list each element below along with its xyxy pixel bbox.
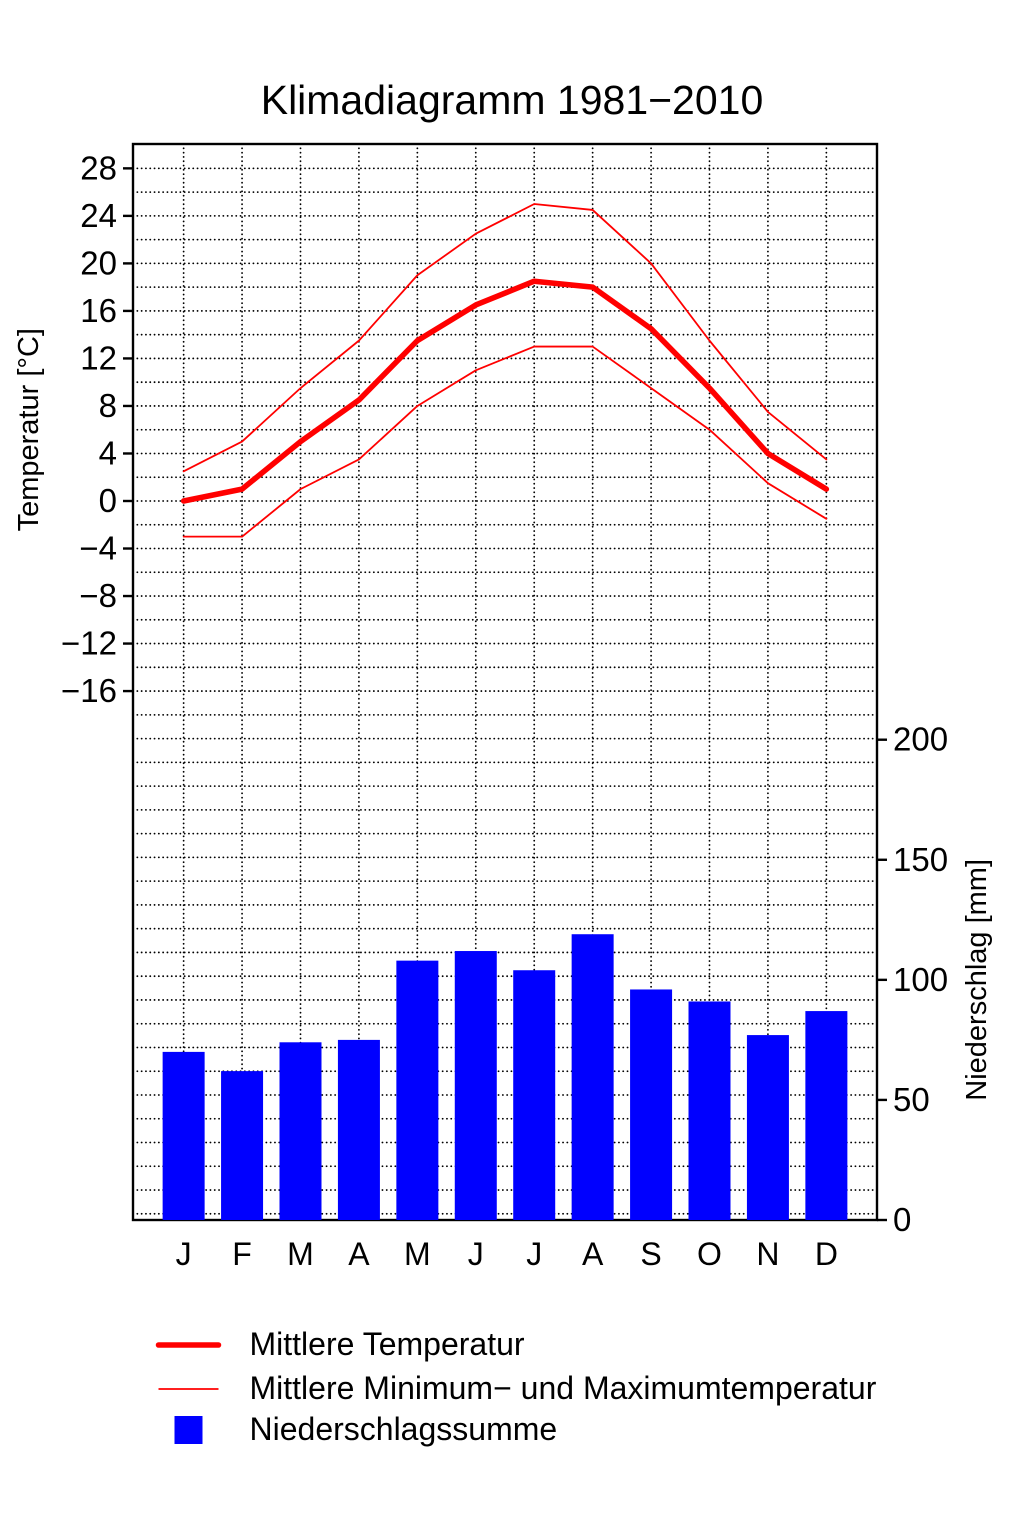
svg-text:J: J [468,1236,484,1272]
svg-text:−8: −8 [79,577,117,614]
svg-text:−12: −12 [61,625,117,662]
svg-text:50: 50 [893,1081,930,1118]
svg-text:Mittlere Temperatur: Mittlere Temperatur [250,1326,525,1362]
svg-text:150: 150 [893,841,948,878]
svg-text:J: J [526,1236,542,1272]
svg-text:−4: −4 [79,530,117,567]
svg-text:4: 4 [99,434,117,471]
svg-text:D: D [815,1236,838,1272]
svg-text:20: 20 [80,244,117,281]
svg-text:M: M [287,1236,314,1272]
svg-text:28: 28 [80,149,117,186]
svg-text:−16: −16 [61,672,117,709]
svg-text:N: N [756,1236,779,1272]
svg-text:Niederschlagssumme: Niederschlagssumme [250,1411,558,1447]
svg-text:S: S [640,1236,661,1272]
svg-text:16: 16 [80,292,117,329]
svg-text:Mittlere Minimum− und Maximumt: Mittlere Minimum− und Maximumtemperatur [250,1370,877,1406]
svg-text:100: 100 [893,961,948,998]
svg-text:F: F [232,1236,252,1272]
svg-text:J: J [176,1236,192,1272]
svg-text:0: 0 [99,482,117,519]
svg-text:8: 8 [99,387,117,424]
svg-text:Klimadiagramm 1981−2010: Klimadiagramm 1981−2010 [261,77,764,123]
svg-text:200: 200 [893,721,948,758]
svg-text:O: O [697,1236,722,1272]
svg-text:A: A [348,1236,370,1272]
svg-text:M: M [404,1236,431,1272]
svg-text:12: 12 [80,339,117,376]
svg-text:0: 0 [893,1201,911,1238]
svg-text:Temperatur [°C]: Temperatur [°C] [13,328,45,531]
svg-text:24: 24 [80,197,117,234]
svg-text:Niederschlag [mm]: Niederschlag [mm] [961,859,993,1101]
svg-text:A: A [582,1236,604,1272]
